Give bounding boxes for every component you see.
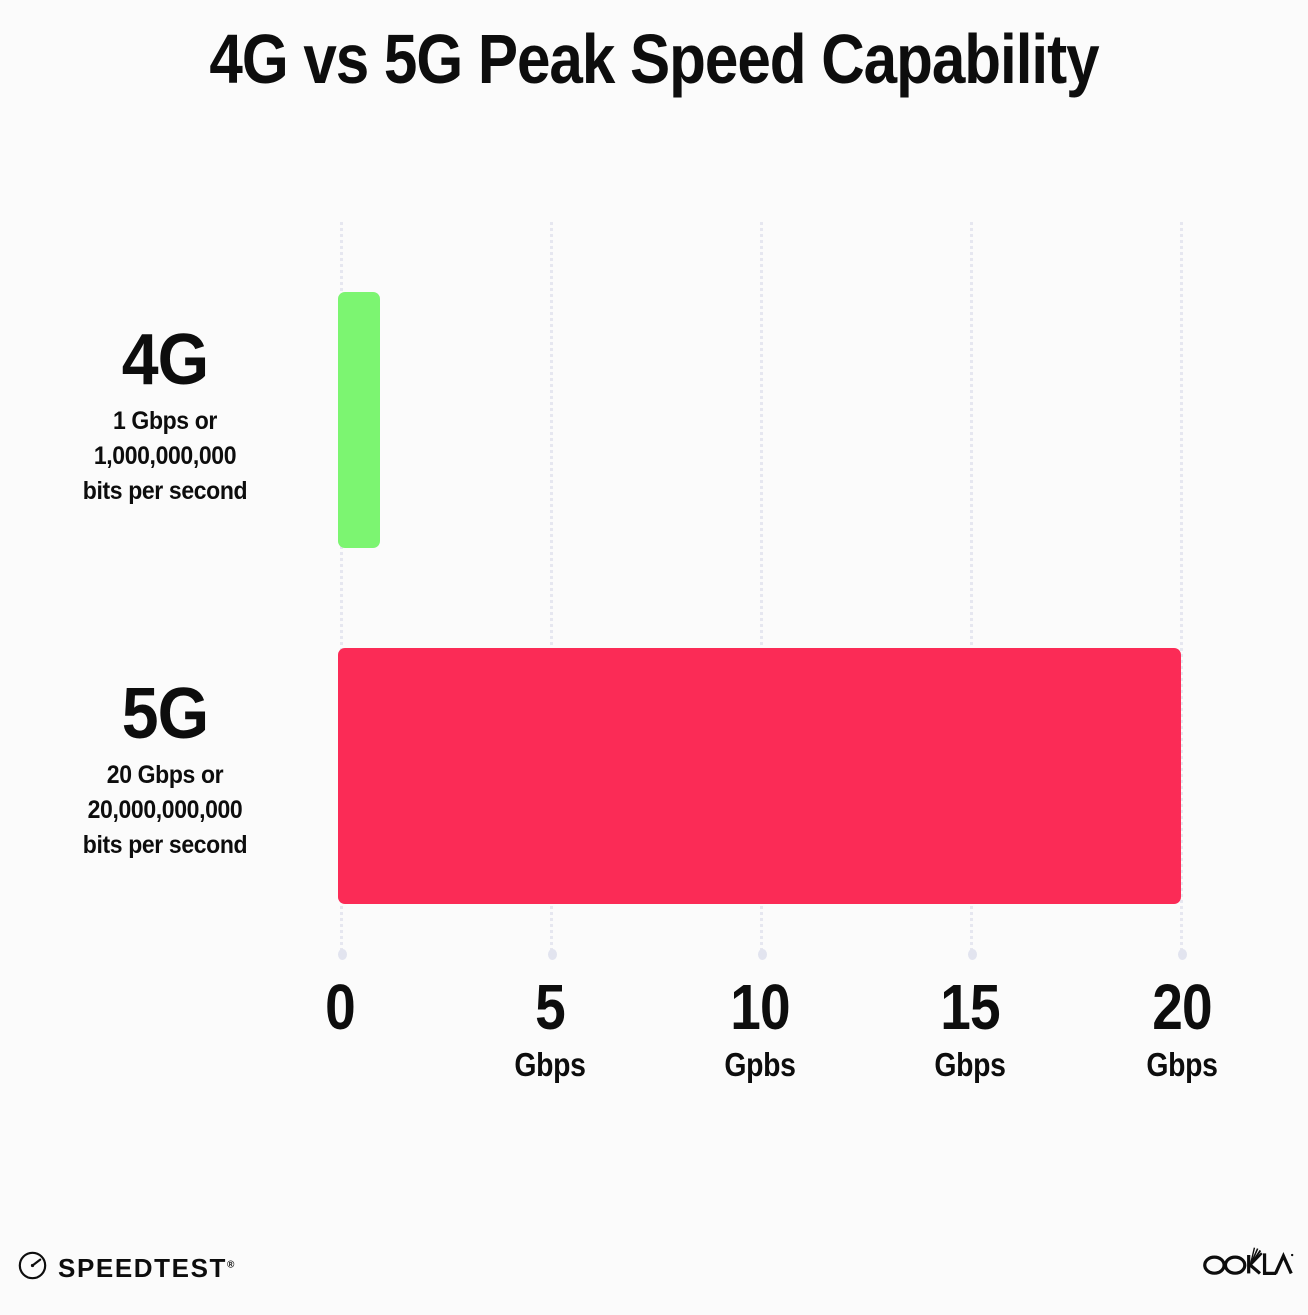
- bar-5g: [338, 648, 1181, 904]
- row-label-5g-detail-line1: 20 Gbps or: [106, 761, 224, 789]
- speedtest-wordmark: SPEEDTEST®: [58, 1253, 234, 1284]
- row-label-5g: 5G 20 Gbps or 20,000,000,000 bits per se…: [20, 676, 310, 863]
- xtick-15: 15 Gbps: [870, 975, 1070, 1083]
- gridline-20: [1178, 222, 1187, 960]
- row-label-4g-detail-line3: bits per second: [82, 477, 248, 505]
- xtick-15-unit: Gbps: [934, 1046, 1006, 1083]
- xtick-20-unit: Gbps: [1146, 1046, 1218, 1083]
- xtick-0-value: 0: [325, 971, 356, 1043]
- speedtest-trademark: ®: [227, 1258, 235, 1270]
- row-label-5g-detail-line2: 20,000,000,000: [87, 796, 243, 824]
- xtick-5-unit: Gbps: [514, 1046, 586, 1083]
- xtick-5-value: 5: [535, 971, 566, 1043]
- row-label-5g-detail-line3: bits per second: [82, 831, 248, 859]
- xtick-10-value: 10: [730, 971, 790, 1043]
- xtick-10: 10 Gpbs: [660, 975, 860, 1083]
- speedtest-wordmark-text: SPEEDTEST: [58, 1252, 227, 1283]
- row-label-4g-detail: 1 Gbps or 1,000,000,000 bits per second: [32, 404, 299, 509]
- gridline-0: [338, 222, 347, 960]
- row-label-4g-detail-line2: 1,000,000,000: [93, 442, 237, 470]
- page-title: 4G vs 5G Peak Speed Capability: [209, 20, 1099, 98]
- bar-4g: [338, 292, 380, 548]
- xtick-0: 0: [240, 975, 440, 1047]
- xtick-15-value: 15: [940, 971, 1000, 1043]
- xtick-20-value: 20: [1152, 971, 1212, 1043]
- gridline-5: [548, 222, 557, 960]
- xtick-10-unit: Gpbs: [724, 1046, 796, 1083]
- speedtest-logo: SPEEDTEST®: [18, 1251, 234, 1285]
- row-label-4g: 4G 1 Gbps or 1,000,000,000 bits per seco…: [20, 322, 310, 509]
- ookla-logo-mark: [1203, 1247, 1294, 1276]
- row-label-4g-detail-line1: 1 Gbps or: [112, 407, 218, 435]
- xtick-5: 5 Gbps: [450, 975, 650, 1083]
- gridline-15: [968, 222, 977, 960]
- row-label-5g-name: 5G: [121, 674, 209, 754]
- ookla-logo: [1202, 1246, 1294, 1281]
- speedometer-icon: [18, 1251, 47, 1285]
- row-label-5g-detail: 20 Gbps or 20,000,000,000 bits per secon…: [32, 758, 299, 863]
- row-label-4g-name: 4G: [121, 320, 209, 400]
- xtick-20: 20 Gbps: [1082, 975, 1282, 1083]
- gridline-10: [758, 222, 767, 960]
